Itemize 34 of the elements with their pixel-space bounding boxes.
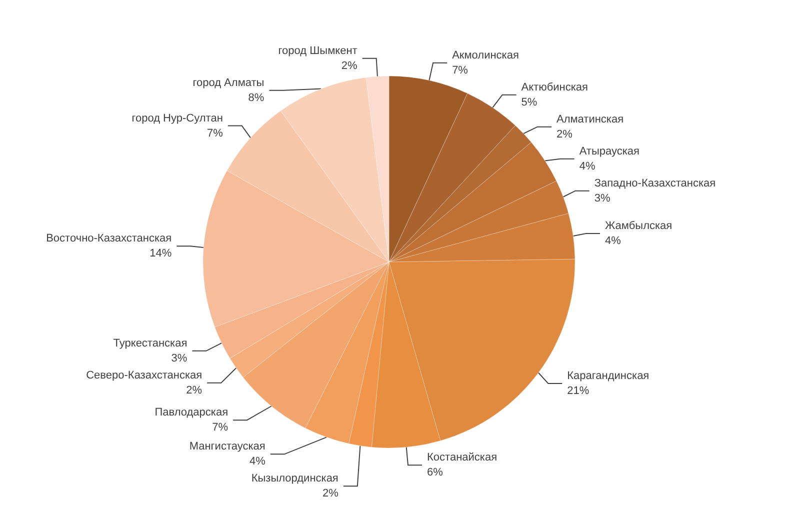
slice-label: город Алматы: [192, 76, 264, 89]
data-label: 4%: [579, 160, 596, 172]
slice-label: Мангистауская: [189, 440, 266, 453]
data-label: 4%: [605, 235, 622, 248]
data-label: 6%: [427, 466, 444, 479]
slice-label: Жамбылская: [605, 220, 672, 232]
slice-label: Акмолинская: [452, 49, 519, 62]
slice-label: город Нур-Султан: [132, 112, 223, 124]
slice-label: Кызылординская: [251, 472, 338, 485]
slice-label: Туркестанская: [113, 337, 188, 350]
data-label: 2%: [322, 488, 339, 500]
data-label: 8%: [248, 92, 264, 104]
data-label: 7%: [212, 422, 228, 434]
data-label: 3%: [594, 192, 610, 204]
data-label: 2%: [556, 128, 573, 140]
data-label: 2%: [341, 60, 358, 72]
slice-label: Павлодарская: [154, 406, 228, 419]
data-label: 21%: [567, 384, 590, 397]
data-label: 2%: [186, 384, 202, 396]
slice-label: Восточно-Казахстанская: [46, 232, 172, 245]
slice-label: Карагандинская: [567, 370, 650, 382]
data-label: 5%: [521, 96, 538, 108]
data-label: 14%: [150, 248, 172, 260]
data-label: 7%: [206, 127, 224, 140]
data-label: 4%: [249, 456, 266, 468]
slice-label: Западно-Казахстанская: [594, 177, 716, 190]
slice-label: Актюбинская: [521, 81, 588, 94]
data-label: 7%: [452, 64, 468, 76]
slice-label: Северо-Казахстанская: [86, 369, 202, 382]
data-label: 3%: [171, 352, 188, 364]
slice-label: Костанайская: [427, 452, 498, 464]
slice-label: Алматинская: [556, 113, 624, 126]
slice-label: город Шымкент: [278, 44, 358, 57]
slice-label: Атырауская: [579, 145, 640, 158]
